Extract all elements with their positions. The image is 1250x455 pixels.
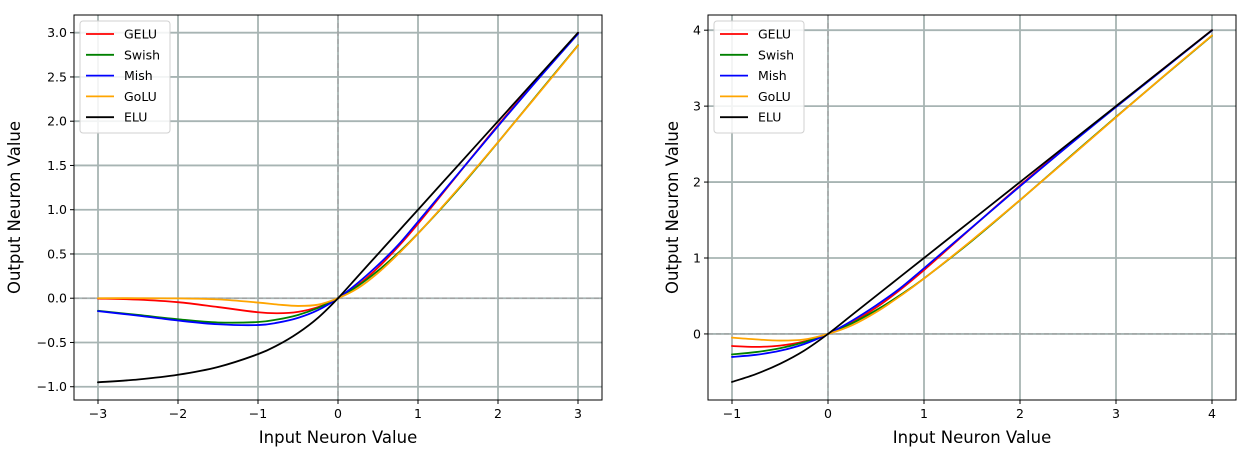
x-tick-label: −2 [169, 406, 187, 421]
legend-label: GELU [124, 27, 157, 42]
legend-label: Swish [124, 47, 160, 62]
chart-1: −3 −2 −1 0 1 2 3 −1.0 −0.5 0.0 0.5 1.0 1.5 2.0 2.5 3.0 I… [5, 14, 603, 447]
x-axis-title: Input Neuron Value [259, 428, 417, 447]
series-line-golu [731, 34, 1213, 342]
legend-item-swish: Swish [86, 47, 160, 62]
x-tick-label: 1 [920, 406, 928, 421]
y-tick-label: −1.0 [37, 379, 67, 394]
x-tick-label: 2 [1016, 406, 1024, 421]
legend-label: GoLU [124, 89, 157, 104]
x-tick-label: 3 [1112, 406, 1120, 421]
x-tick-label: −1 [249, 406, 267, 421]
y-tick-label: 2.5 [47, 69, 67, 84]
legend-item-gelu: GELU [86, 27, 157, 42]
legend-label: Swish [758, 47, 794, 62]
x-tick-label: 0 [824, 406, 832, 421]
x-tick-label: 2 [494, 406, 502, 421]
legend-item-mish: Mish [720, 68, 787, 83]
y-tick-label: 1.0 [47, 202, 67, 217]
x-axis: −1 0 1 2 3 4 [723, 400, 1216, 421]
plot-frame [707, 14, 1237, 401]
x-axis-title: Input Neuron Value [893, 428, 1051, 447]
legend-label: ELU [124, 110, 147, 125]
y-tick-label: 0 [693, 326, 701, 341]
y-tick-label: 1 [693, 250, 701, 265]
legend-item-golu: GoLU [86, 89, 157, 104]
legend-item-elu: ELU [86, 110, 147, 125]
y-tick-label: 1.5 [47, 158, 67, 173]
legend-label: Mish [124, 68, 153, 83]
y-tick-label: −0.5 [37, 335, 67, 350]
x-tick-label: 3 [574, 406, 582, 421]
y-axis-title: Output Neuron Value [663, 121, 682, 294]
y-tick-label: 2.0 [47, 114, 67, 129]
legend: GELU Swish Mish GoLU ELU [79, 20, 171, 134]
legend-item-gelu: GELU [720, 27, 791, 42]
legend-item-swish: Swish [720, 47, 794, 62]
y-tick-label: 2 [693, 175, 701, 190]
series-group [731, 29, 1213, 383]
legend-label: GoLU [758, 89, 791, 104]
y-axis: 0 1 2 3 4 [693, 23, 708, 341]
legend-label: ELU [758, 110, 781, 125]
legend-box [713, 20, 805, 134]
x-tick-label: −1 [723, 406, 741, 421]
x-axis: −3 −2 −1 0 1 2 3 [89, 400, 582, 421]
x-tick-label: −3 [89, 406, 107, 421]
chart-2: −1 0 1 2 3 4 0 1 2 3 4 Input Neuron Value Output Neu… [663, 14, 1237, 447]
series-line-elu [731, 29, 1213, 383]
y-axis-title: Output Neuron Value [5, 121, 24, 294]
y-tick-label: 3 [693, 99, 701, 114]
series-group [97, 31, 579, 384]
y-tick-label: 4 [693, 23, 701, 38]
legend-item-golu: GoLU [720, 89, 791, 104]
legend: GELU Swish Mish GoLU ELU [713, 20, 805, 134]
legend-item-elu: ELU [720, 110, 781, 125]
x-tick-label: 4 [1208, 406, 1216, 421]
legend-box [79, 20, 171, 134]
legend-label: Mish [758, 68, 787, 83]
x-tick-label: 1 [414, 406, 422, 421]
legend-label: GELU [758, 27, 791, 42]
y-tick-label: 0.5 [47, 246, 67, 261]
series-line-elu [97, 31, 579, 384]
y-axis: −1.0 −0.5 0.0 0.5 1.0 1.5 2.0 2.5 3.0 [37, 25, 74, 394]
legend-item-mish: Mish [86, 68, 153, 83]
x-tick-label: 0 [334, 406, 342, 421]
series-line-mish [731, 29, 1213, 358]
y-tick-label: 0.0 [47, 291, 67, 306]
y-tick-label: 3.0 [47, 25, 67, 40]
